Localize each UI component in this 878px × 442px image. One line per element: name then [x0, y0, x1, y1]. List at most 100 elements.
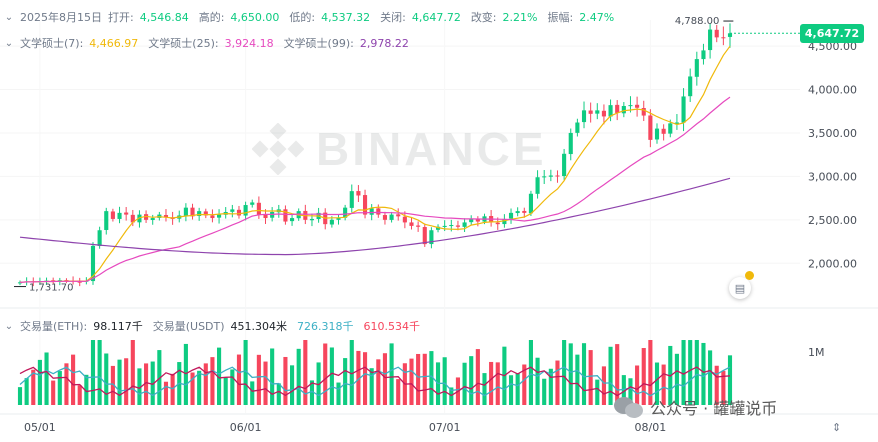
candle-body	[562, 153, 567, 177]
candle-body	[449, 225, 454, 227]
high-value: 4,650.00	[230, 10, 280, 24]
candle-body	[51, 280, 56, 282]
volume-bar	[535, 357, 540, 405]
candle-body	[708, 29, 713, 51]
volume-bar	[601, 366, 606, 405]
volume-bar	[130, 340, 135, 405]
volume-bar	[482, 373, 487, 405]
volume-bar	[555, 360, 560, 405]
volume-bar	[648, 340, 653, 405]
ohlc-legend: ⌄ 2025年8月15日 打开: 4,546.84 高的: 4,650.00 低…	[0, 9, 624, 25]
candle-body	[263, 214, 268, 219]
x-tick-label: 08/01	[635, 421, 667, 434]
chevron-down-icon[interactable]: ⌄	[4, 11, 14, 23]
volume-eth: 98.117千	[93, 320, 143, 333]
volume-bar	[84, 374, 89, 405]
candle-body	[309, 218, 315, 221]
candle-body	[542, 176, 547, 178]
candle-body	[495, 222, 500, 225]
volume-bar	[77, 385, 82, 405]
volume-bar	[389, 343, 394, 405]
y-tick-label: 2,500.00	[808, 214, 857, 227]
volume-bar	[316, 362, 321, 405]
volume-bar	[296, 348, 301, 405]
ma99-label: 文学硕士(99):	[283, 37, 354, 50]
ma7-value: 4,466.97	[89, 36, 139, 50]
volume-bar	[157, 350, 162, 405]
volume-bar	[256, 354, 261, 405]
volume-bar	[522, 364, 527, 405]
volume-bar	[674, 353, 679, 405]
candle-body	[694, 59, 699, 77]
candle-body	[163, 215, 169, 218]
candle-body	[210, 215, 215, 219]
candle-body	[615, 104, 620, 113]
candle-body	[230, 209, 235, 212]
candle-body	[416, 225, 421, 227]
candle-body	[681, 96, 686, 123]
volume-bar	[197, 370, 202, 405]
low-value: 4,537.32	[321, 10, 371, 24]
chevron-down-icon[interactable]: ⌄	[4, 37, 14, 49]
volume-bar	[37, 359, 42, 405]
candle-body	[183, 207, 188, 216]
candle-body	[668, 123, 673, 134]
volume-bar	[635, 365, 640, 405]
volume-bar	[144, 363, 149, 405]
volume-bar	[721, 370, 726, 405]
candle-body	[144, 214, 149, 220]
x-tick-label: 06/01	[230, 421, 262, 434]
candle-body	[721, 37, 726, 39]
candle-date: 2025年8月15日	[20, 11, 102, 24]
volume-ma1-line	[19, 366, 731, 397]
wechat-account-label: 公众号 · 罐罐说币	[650, 399, 778, 418]
candle-body	[621, 106, 626, 114]
amplitude-value: 2.47%	[579, 10, 615, 24]
volume-bar	[708, 350, 713, 405]
candle-body	[442, 225, 447, 227]
amplitude-label: 振幅:	[547, 11, 574, 24]
volume-bar	[64, 363, 69, 405]
volume-bar	[422, 353, 427, 405]
volume-bar	[31, 369, 36, 405]
chevron-down-icon[interactable]: ⌄	[4, 320, 14, 332]
volume-bar	[223, 377, 228, 405]
note-icon[interactable]: ▤	[729, 277, 751, 299]
volume-bar	[376, 359, 381, 405]
candle-body	[654, 128, 660, 140]
volume-bar	[469, 356, 474, 405]
candle-body	[402, 216, 407, 223]
candle-body	[243, 205, 248, 216]
candle-body	[601, 110, 606, 117]
volume-bar	[515, 373, 520, 405]
y-tick-label: 3,000.00	[808, 170, 857, 183]
volume-bar	[654, 362, 660, 405]
candle-body	[289, 218, 295, 222]
volume-ma2-line	[19, 366, 731, 397]
wechat-watermark: 公众号 · 罐罐说币	[612, 395, 777, 419]
volume-bar	[289, 365, 295, 405]
candle-body	[104, 211, 109, 230]
candle-body	[727, 33, 733, 37]
volume-bar	[628, 378, 633, 405]
volume-bar	[727, 355, 733, 405]
y-tick-label: 3,500.00	[808, 127, 857, 140]
volume-bar	[595, 379, 600, 405]
candle-body	[595, 110, 600, 114]
scale-toggle-icon[interactable]: ⇕	[832, 421, 842, 434]
candle-body	[236, 209, 242, 216]
candle-body	[515, 211, 520, 214]
volume-bar	[203, 363, 208, 405]
candle-body	[256, 202, 261, 215]
candle-body	[455, 225, 461, 227]
volume-bar	[137, 368, 142, 405]
candle-body	[217, 214, 222, 218]
volume-bar	[475, 349, 480, 405]
volume-bar	[163, 381, 169, 405]
volume-bar	[150, 361, 155, 405]
volume-bar	[688, 340, 693, 405]
ma25-label: 文学硕士(25):	[148, 37, 219, 50]
candle-body	[429, 230, 434, 245]
candle-body	[124, 212, 129, 215]
